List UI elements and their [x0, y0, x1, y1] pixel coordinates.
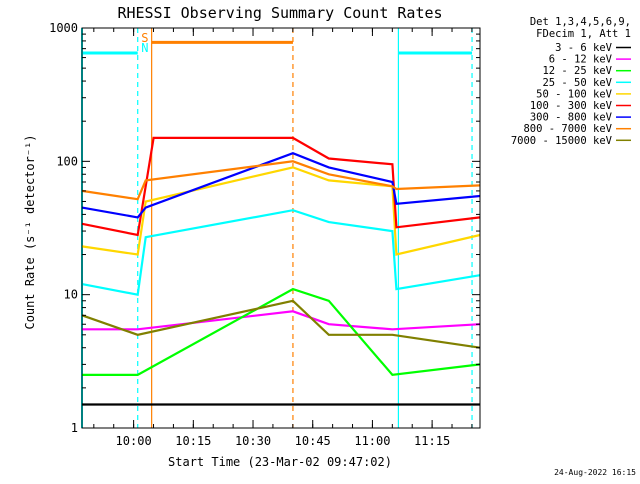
series-line-6: [81, 136, 481, 237]
y-ticks: 1 10 100 1000: [49, 21, 480, 435]
legend-header: FDecim 1, Att 1: [536, 28, 631, 40]
legend-entry-label: 7000 - 15000 keV: [511, 135, 613, 147]
legend-entry-label: 100 - 300 keV: [530, 100, 613, 112]
series-line-7: [81, 152, 481, 219]
plot-frame: [81, 27, 481, 429]
y-axis-label: Count Rate (s⁻¹ detector⁻¹): [23, 134, 37, 329]
x-tick-label: 10:45: [295, 434, 331, 448]
x-tick-label: 10:30: [235, 434, 271, 448]
legend-entry-label: 12 - 25 keV: [542, 65, 612, 77]
series-line-3: [82, 287, 481, 377]
legend-entry-label: 800 - 7000 keV: [523, 123, 612, 135]
chart-title: RHESSI Observing Summary Count Rates: [117, 4, 442, 22]
series-line-8: [81, 160, 481, 201]
legend-entry-label: 300 - 800 keV: [530, 112, 613, 124]
legend-entry-label: 50 - 100 keV: [536, 88, 613, 100]
saa-flag-label: S: [141, 31, 148, 45]
x-tick-label: 10:15: [175, 434, 211, 448]
x-axis-label: Start Time (23-Mar-02 09:47:02): [168, 455, 392, 469]
legend-entry-label: 6 - 12 keV: [549, 54, 613, 66]
legend: Det 1,3,4,5,6,9,FDecim 1, Att 1 3 - 6 keV…: [511, 16, 631, 147]
timestamp: 24-Aug-2022 16:15: [554, 468, 636, 477]
legend-entry-label: 3 - 6 keV: [555, 42, 613, 54]
series-line-2: [82, 310, 481, 331]
y-tick-label: 1: [71, 421, 78, 435]
x-tick-label: 10:00: [116, 434, 152, 448]
series-line-9: [81, 299, 481, 349]
x-tick-label: 11:00: [354, 434, 390, 448]
x-ticks: 10:00 10:15 10:30 10:45 11:00 11:15: [93, 28, 473, 448]
y-tick-label: 10: [64, 288, 78, 302]
legend-entry-label: 25 - 50 keV: [542, 77, 612, 89]
night-flag-label: N: [141, 41, 148, 55]
x-tick-label: 11:15: [414, 434, 450, 448]
y-tick-label: 1000: [49, 21, 78, 35]
series-line-4: [81, 209, 481, 296]
flag-bars: SN: [81, 28, 473, 428]
series-lines: [81, 136, 481, 406]
legend-header: Det 1,3,4,5,6,9,: [530, 16, 631, 28]
y-tick-label: 100: [56, 154, 78, 168]
series-line-5: [81, 166, 481, 256]
